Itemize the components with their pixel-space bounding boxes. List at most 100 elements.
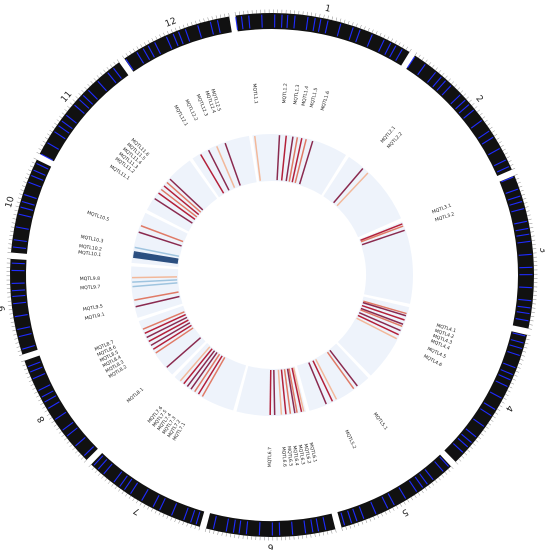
tick-mark (32, 162, 35, 163)
tick-mark (530, 227, 533, 228)
tick-mark (171, 517, 172, 520)
tick-mark (425, 60, 427, 63)
tick-mark (473, 443, 476, 445)
tick-mark (13, 218, 16, 219)
tick-mark (475, 440, 478, 442)
tick-mark (47, 134, 50, 136)
tick-mark (118, 489, 120, 492)
tick-mark (21, 190, 24, 191)
qtl-label: MQTL1.1 (251, 83, 259, 104)
tick-mark (163, 514, 164, 517)
tick-mark (512, 168, 515, 169)
qtl-label: MQTL10.3 (80, 234, 104, 244)
tick-mark (140, 44, 142, 47)
tick-mark (530, 320, 533, 321)
tick-mark (167, 516, 168, 519)
tick-mark (108, 481, 110, 484)
chromosome-label-10: 10 (4, 195, 17, 209)
tick-mark (529, 325, 532, 326)
tick-mark (410, 49, 412, 52)
tick-mark (220, 15, 221, 18)
tick-mark (509, 387, 512, 388)
tick-mark (439, 70, 441, 73)
tick-mark (37, 152, 40, 154)
tick-mark (133, 49, 135, 52)
tick-mark (524, 347, 527, 348)
tick-mark (346, 526, 347, 529)
chromosome-label-1: 1 (324, 4, 332, 15)
tick-mark (199, 527, 200, 530)
tick-mark (451, 82, 453, 85)
tick-mark (97, 75, 99, 78)
tick-mark (140, 502, 142, 505)
tick-mark (311, 534, 312, 537)
marker-line (282, 15, 283, 28)
tick-mark (507, 390, 510, 392)
tick-mark (94, 78, 96, 81)
tick-mark (459, 459, 461, 461)
tick-mark (428, 485, 430, 488)
tick-mark (514, 174, 517, 175)
tick-mark (49, 417, 52, 419)
tick-mark (213, 531, 214, 534)
tick-mark (67, 106, 70, 108)
tick-mark (218, 531, 219, 534)
tick-mark (23, 365, 26, 366)
tick-mark (15, 343, 18, 344)
chromosome-label-9: 9 (0, 305, 8, 312)
qtl-label: MQTL9.7 (80, 284, 101, 291)
tick-mark (516, 371, 519, 372)
tick-mark (528, 219, 531, 220)
tick-mark (27, 377, 30, 378)
tick-mark (311, 12, 312, 15)
tick-mark (62, 435, 65, 437)
tick-mark (92, 467, 94, 470)
tick-mark (399, 43, 401, 46)
tick-mark (26, 373, 29, 374)
tick-mark (10, 231, 13, 232)
tick-mark (356, 24, 357, 27)
tick-mark (503, 398, 506, 400)
tick-mark (362, 521, 363, 524)
chromosome-band-2 (406, 55, 512, 176)
tick-mark (152, 38, 154, 41)
tick-mark (151, 508, 153, 511)
chromosome-label-3: 3 (537, 247, 545, 254)
chromosome-band-8 (24, 356, 97, 461)
tick-mark (366, 520, 367, 523)
tick-mark (204, 18, 205, 21)
tick-mark (191, 524, 192, 527)
tick-mark (448, 79, 450, 82)
tick-mark (425, 488, 427, 491)
tick-mark (183, 522, 184, 525)
tick-mark (75, 451, 78, 453)
tick-mark (34, 392, 37, 394)
tick-mark (445, 76, 447, 79)
tick-mark (179, 520, 180, 523)
tick-mark (29, 380, 32, 381)
tick-mark (40, 403, 43, 405)
tick-mark (36, 396, 39, 398)
tick-mark (404, 501, 406, 504)
tick-mark (22, 186, 25, 187)
tick-mark (62, 113, 65, 115)
tick-mark (175, 519, 176, 522)
chromosome-band-6 (206, 513, 335, 537)
tick-mark (41, 145, 44, 147)
tick-mark (320, 14, 321, 17)
tick-mark (514, 375, 517, 376)
tick-mark (43, 141, 46, 143)
tick-mark (483, 430, 486, 432)
tick-mark (65, 109, 68, 111)
tick-mark (50, 130, 53, 132)
tick-mark (523, 198, 526, 199)
tick-mark (39, 148, 42, 150)
qtl-label: MQTL8.1 (126, 386, 145, 404)
tick-mark (520, 359, 523, 360)
tick-mark (396, 506, 398, 509)
tick-mark (125, 493, 127, 496)
tick-mark (11, 322, 14, 323)
heat-line-chr-6 (274, 370, 275, 415)
tick-mark (499, 405, 502, 407)
tick-mark (505, 394, 508, 396)
